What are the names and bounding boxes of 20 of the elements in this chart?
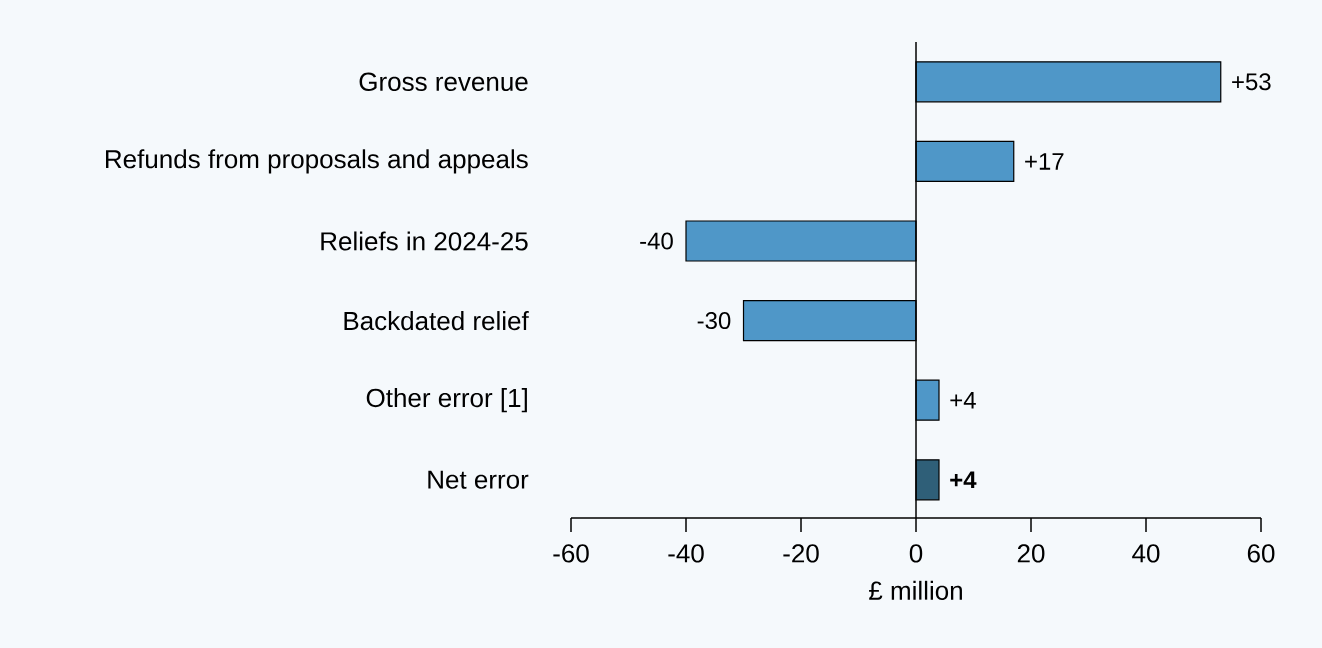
y-tick-label: Backdated relief (344, 311, 529, 331)
x-tick-label: -40 (668, 544, 704, 563)
x-tick-label: 40 (1132, 544, 1160, 563)
y-tick-label: Gross revenue (359, 72, 528, 91)
x-tick-label: -60 (553, 544, 589, 563)
x-axis-title: £ million (869, 580, 962, 600)
data-label: +17 (1025, 153, 1064, 170)
data-label: +4 (950, 391, 976, 409)
y-tick-label: Net error (428, 470, 529, 489)
y-tick-label: Other error [1] (366, 388, 527, 413)
data-label: -30 (697, 312, 731, 330)
x-tick-label: 20 (1017, 544, 1045, 563)
x-tick-label: 60 (1247, 544, 1275, 563)
y-tick-label: Refunds from proposals and appeals (106, 149, 528, 174)
y-tick-label: Reliefs in 2024-25 (321, 231, 528, 251)
data-label: +4 (950, 471, 977, 489)
x-tick-label: 0 (909, 544, 923, 563)
data-label: +53 (1232, 73, 1271, 91)
data-label: -40 (640, 232, 673, 250)
x-tick-label: -20 (783, 544, 819, 563)
